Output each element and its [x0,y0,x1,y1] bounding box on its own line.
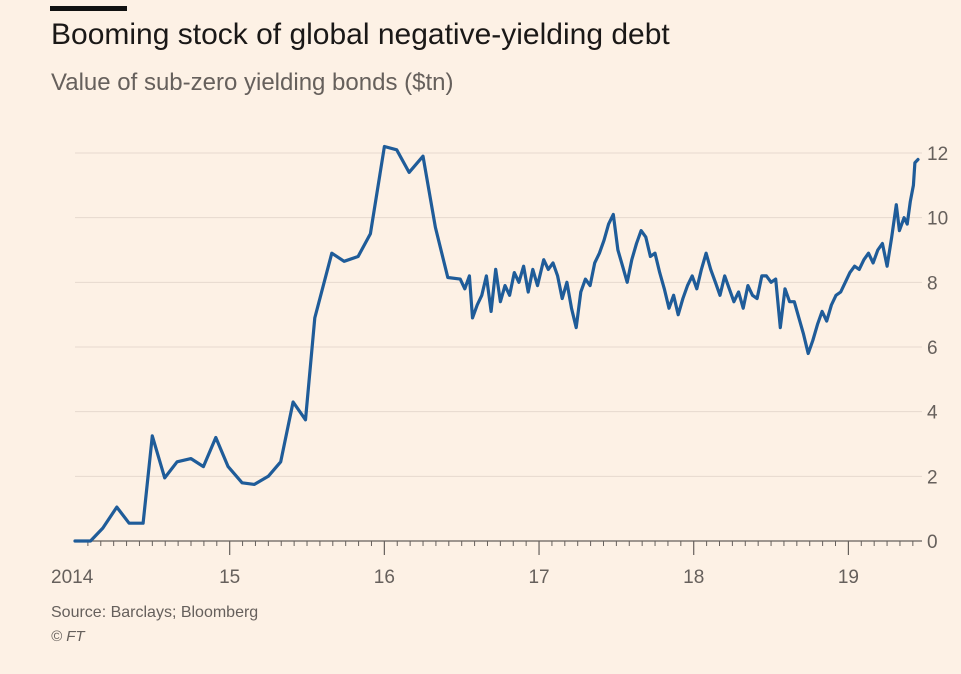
top-rule [50,6,127,11]
ft-credit: © FT [51,628,85,645]
y-tick-label: 4 [927,403,938,424]
y-tick-label: 10 [927,209,948,230]
y-tick-label: 12 [927,144,948,165]
chart-title: Booming stock of global negative-yieldin… [51,18,670,51]
x-tick-label: 16 [374,567,395,588]
y-tick-label: 6 [927,338,938,359]
x-axis: 2014 15 16 17 18 19 [51,540,922,588]
gridlines [75,152,922,477]
x-tick-label: 17 [528,567,549,588]
x-tick-label: 15 [219,567,240,588]
chart-subtitle: Value of sub-zero yielding bonds ($tn) [51,69,454,96]
x-tick-label: 18 [683,567,704,588]
x-tick-label: 2014 [51,567,94,588]
source-note: Source: Barclays; Bloomberg [51,604,259,621]
y-tick-label: 0 [927,532,938,553]
x-tick-label: 19 [838,567,859,588]
series-layer [73,144,920,543]
series-line [73,144,920,543]
y-axis: 0 2 4 6 8 10 12 [927,144,948,553]
y-tick-label: 2 [927,467,938,488]
y-tick-label: 8 [927,273,938,294]
